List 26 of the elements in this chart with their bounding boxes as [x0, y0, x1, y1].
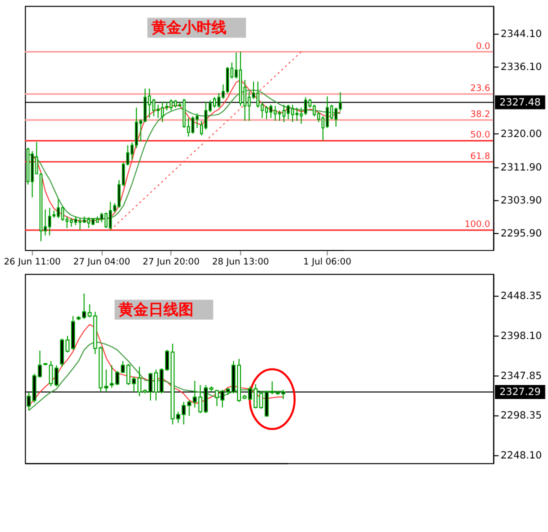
y-tick-label: 2248.10	[500, 450, 542, 462]
annotation: 23.6	[470, 84, 491, 94]
y-tick-label: 2347.85	[500, 371, 542, 382]
y-tick-label: 2295.90	[500, 228, 542, 240]
y-tick-label: 2298.35	[500, 410, 542, 422]
x-tick-label: 26 Jun 11:00	[4, 257, 62, 268]
annotation: 100.0	[464, 220, 491, 230]
annotation: 0.0	[476, 42, 491, 52]
x-tick-label: 27 Jun 20:00	[142, 257, 200, 268]
annotation: 61.8	[470, 152, 491, 162]
annotation: 38.2	[470, 110, 490, 120]
y-tick-label: 2320.00	[500, 128, 542, 140]
y-tick-label: 2311.90	[500, 162, 542, 174]
y-tick-label: 2398.10	[500, 331, 542, 342]
y-tick-label: 2448.35	[500, 290, 542, 302]
y-tick-label: 2303.90	[500, 195, 542, 206]
ref-line-label: 2327.48	[500, 97, 541, 108]
y-tick-label: 2344.10	[500, 29, 542, 40]
x-tick-label: 28 Jun 13:00	[212, 257, 270, 268]
x-tick-label: 27 Jun 04:00	[73, 257, 130, 268]
y-tick-label: 2336.10	[500, 62, 542, 74]
annotation: 50.0	[470, 130, 491, 141]
ref-line-label: 2327.29	[500, 386, 541, 398]
text: 黄金小时线	[150, 18, 226, 37]
x-tick-label: 1 Jul 06:00	[303, 257, 352, 268]
text: 黄金日线图	[118, 300, 194, 319]
